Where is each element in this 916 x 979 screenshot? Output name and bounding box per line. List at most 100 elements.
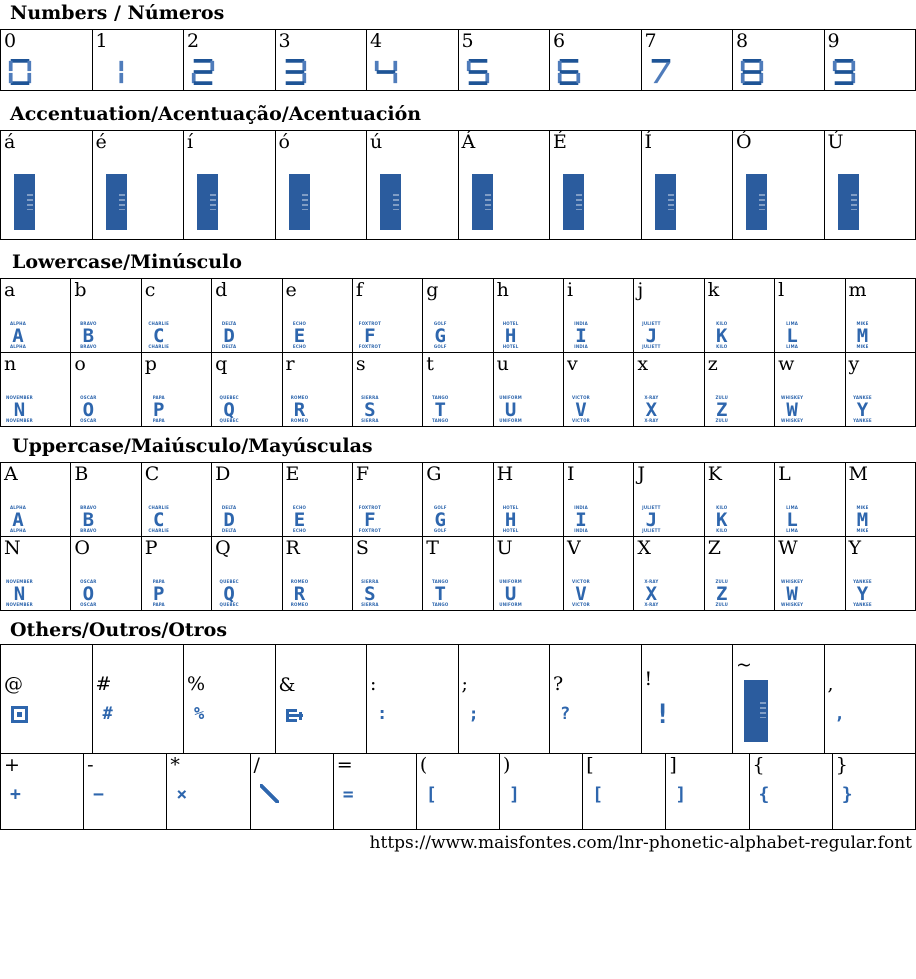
cell-char-label: x: [637, 353, 649, 375]
glyph-letter-char: L: [786, 324, 798, 347]
cell-char-label: k: [707, 279, 720, 301]
glyph-letter-char: J: [645, 508, 658, 531]
letter-glyph: ALPHA A ALPHA: [6, 505, 30, 533]
glyph-cell: 8: [732, 29, 825, 91]
glyph-word-top: ECHO: [292, 321, 307, 327]
letter-glyph: YANKEE Y YANKEE: [851, 579, 875, 607]
glyph-word-bottom: WHISKEY: [780, 601, 804, 607]
cell-char-label: q: [215, 353, 228, 375]
letter-glyph: ECHO E ECHO: [288, 321, 312, 349]
letter-glyph: MIKE M MIKE: [851, 321, 875, 349]
glyph-cell: d DELTA D DELTA: [211, 278, 283, 353]
cell-char-label: D: [215, 463, 231, 485]
cell-char-label: 1: [95, 30, 108, 52]
glyph-cell: ??: [549, 644, 642, 754]
glyph-letter-char: R: [293, 398, 306, 421]
others-row1: @ # #%% &::;;??!! ~,,: [0, 644, 916, 754]
cell-char-label: #: [95, 673, 112, 696]
cell-char-label: W: [778, 537, 798, 559]
letter-glyph: DELTA D DELTA: [217, 321, 241, 349]
glyph-cell: ,,: [823, 644, 916, 754]
glyph-cell: A ALPHA A ALPHA: [0, 462, 72, 537]
cell-char-label: H: [496, 463, 514, 485]
glyph-word-bottom: DELTA: [221, 527, 237, 533]
section-title-accentuation: Accentuation/Acentuação/Acentuación: [10, 103, 422, 125]
letter-glyph: ZULU Z ZULU: [710, 579, 734, 607]
glyph-word-top: QUEBEC: [219, 395, 239, 401]
section-accentuation: Accentuation/Acentuação/Acentuación á é í ó…: [0, 105, 916, 240]
glyph-cell: D DELTA D DELTA: [211, 462, 283, 537]
glyph-cell: 4: [366, 29, 459, 91]
slash-glyph: [259, 784, 279, 804]
glyph-cell: O OSCAR O OSCAR: [70, 536, 142, 611]
glyph-cell: ::: [366, 644, 459, 754]
glyph-word-top: NOVEMBER: [6, 579, 33, 585]
glyph-word-top: X-RAY: [644, 395, 659, 401]
cell-char-label: ,: [827, 673, 834, 696]
glyph-word-bottom: SIERRA: [361, 601, 379, 607]
cell-char-label: Ú: [827, 131, 844, 153]
cell-char-label: /: [253, 754, 260, 776]
glyph-cell: o OSCAR O OSCAR: [70, 352, 142, 427]
glyph-cell: ó: [274, 130, 367, 240]
glyph-letter-char: H: [504, 508, 517, 531]
cell-char-label: 4: [370, 30, 383, 52]
glyph-letter-char: D: [223, 508, 235, 531]
glyph-cell: 5: [457, 29, 550, 91]
glyph-word-bottom: JULIETT: [642, 343, 661, 349]
glyph-cell: H HOTEL H HOTEL: [492, 462, 565, 537]
glyph-cell: Y YANKEE Y YANKEE: [844, 536, 916, 611]
notdef-box-glyph: [471, 174, 493, 230]
glyph-word-top: GOLF: [433, 321, 447, 327]
letter-glyph: TANGO T TANGO: [428, 395, 452, 423]
cell-char-label: {: [752, 754, 765, 776]
symbol-glyph: :: [377, 703, 388, 724]
at-square-glyph: [11, 705, 28, 723]
glyph-word-bottom: PAPA: [152, 601, 165, 607]
letter-glyph: LIMA L LIMA: [780, 321, 804, 349]
glyph-cell: &: [274, 644, 367, 754]
letter-glyph: ECHO E ECHO: [288, 505, 312, 533]
glyph-cell: G GOLF G GOLF: [422, 462, 494, 537]
cell-content: ??: [550, 646, 640, 752]
letter-glyph: ZULU Z ZULU: [710, 395, 734, 423]
letter-glyph: LIMA L LIMA: [780, 505, 804, 533]
glyph-letter-char: M: [856, 324, 869, 347]
cell-char-label: 0: [4, 30, 17, 52]
glyph-word-top: SIERRA: [361, 579, 379, 585]
glyph-cell: !!: [640, 644, 733, 754]
cell-char-label: C: [144, 463, 160, 485]
glyph-word-top: OSCAR: [80, 579, 97, 585]
notdef-box-glyph: [288, 174, 310, 230]
glyph-cell: ~: [732, 644, 825, 754]
glyph-cell: 2: [183, 29, 276, 91]
glyph-word-top: KILO: [716, 321, 728, 327]
cell-char-label: B: [74, 463, 89, 485]
letter-glyph: X-RAY X X-RAY: [639, 395, 663, 423]
glyph-word-top: MIKE: [856, 505, 869, 511]
ampersand-glyph: [285, 708, 303, 722]
glyph-word-bottom: PAPA: [152, 417, 165, 423]
glyph-cell: i INDIA I INDIA: [562, 278, 635, 353]
cell-char-label: R: [285, 537, 300, 559]
glyph-cell: v VICTOR V VICTOR: [562, 352, 635, 427]
glyph-word-top: ECHO: [292, 505, 307, 511]
glyph-word-top: UNIFORM: [499, 579, 522, 585]
symbol-glyph: [: [425, 784, 437, 806]
footer-font-url[interactable]: https://www.maisfontes.com/lnr-phonetic-…: [369, 833, 912, 853]
section-uppercase: Uppercase/Maiúsculo/Mayúsculas A ALPHA A AL…: [0, 437, 916, 611]
glyph-letter-char: A: [12, 324, 24, 347]
letter-glyph: GOLF G GOLF: [428, 505, 452, 533]
letter-glyph: GOLF G GOLF: [428, 321, 452, 349]
cell-content: ,,: [825, 646, 915, 752]
cell-char-label: y: [848, 353, 860, 375]
cell-char-label: !: [644, 668, 653, 691]
cell-char-label: @: [4, 673, 23, 696]
notdef-box-glyph: [744, 680, 768, 743]
glyph-letter-char: C: [153, 324, 165, 347]
letter-glyph: JULIETT J JULIETT: [639, 321, 663, 349]
glyph-cell: R ROMEO R ROMEO: [281, 536, 353, 611]
cell-content: &: [276, 646, 366, 752]
letter-glyph: WHISKEY W WHISKEY: [780, 395, 804, 423]
